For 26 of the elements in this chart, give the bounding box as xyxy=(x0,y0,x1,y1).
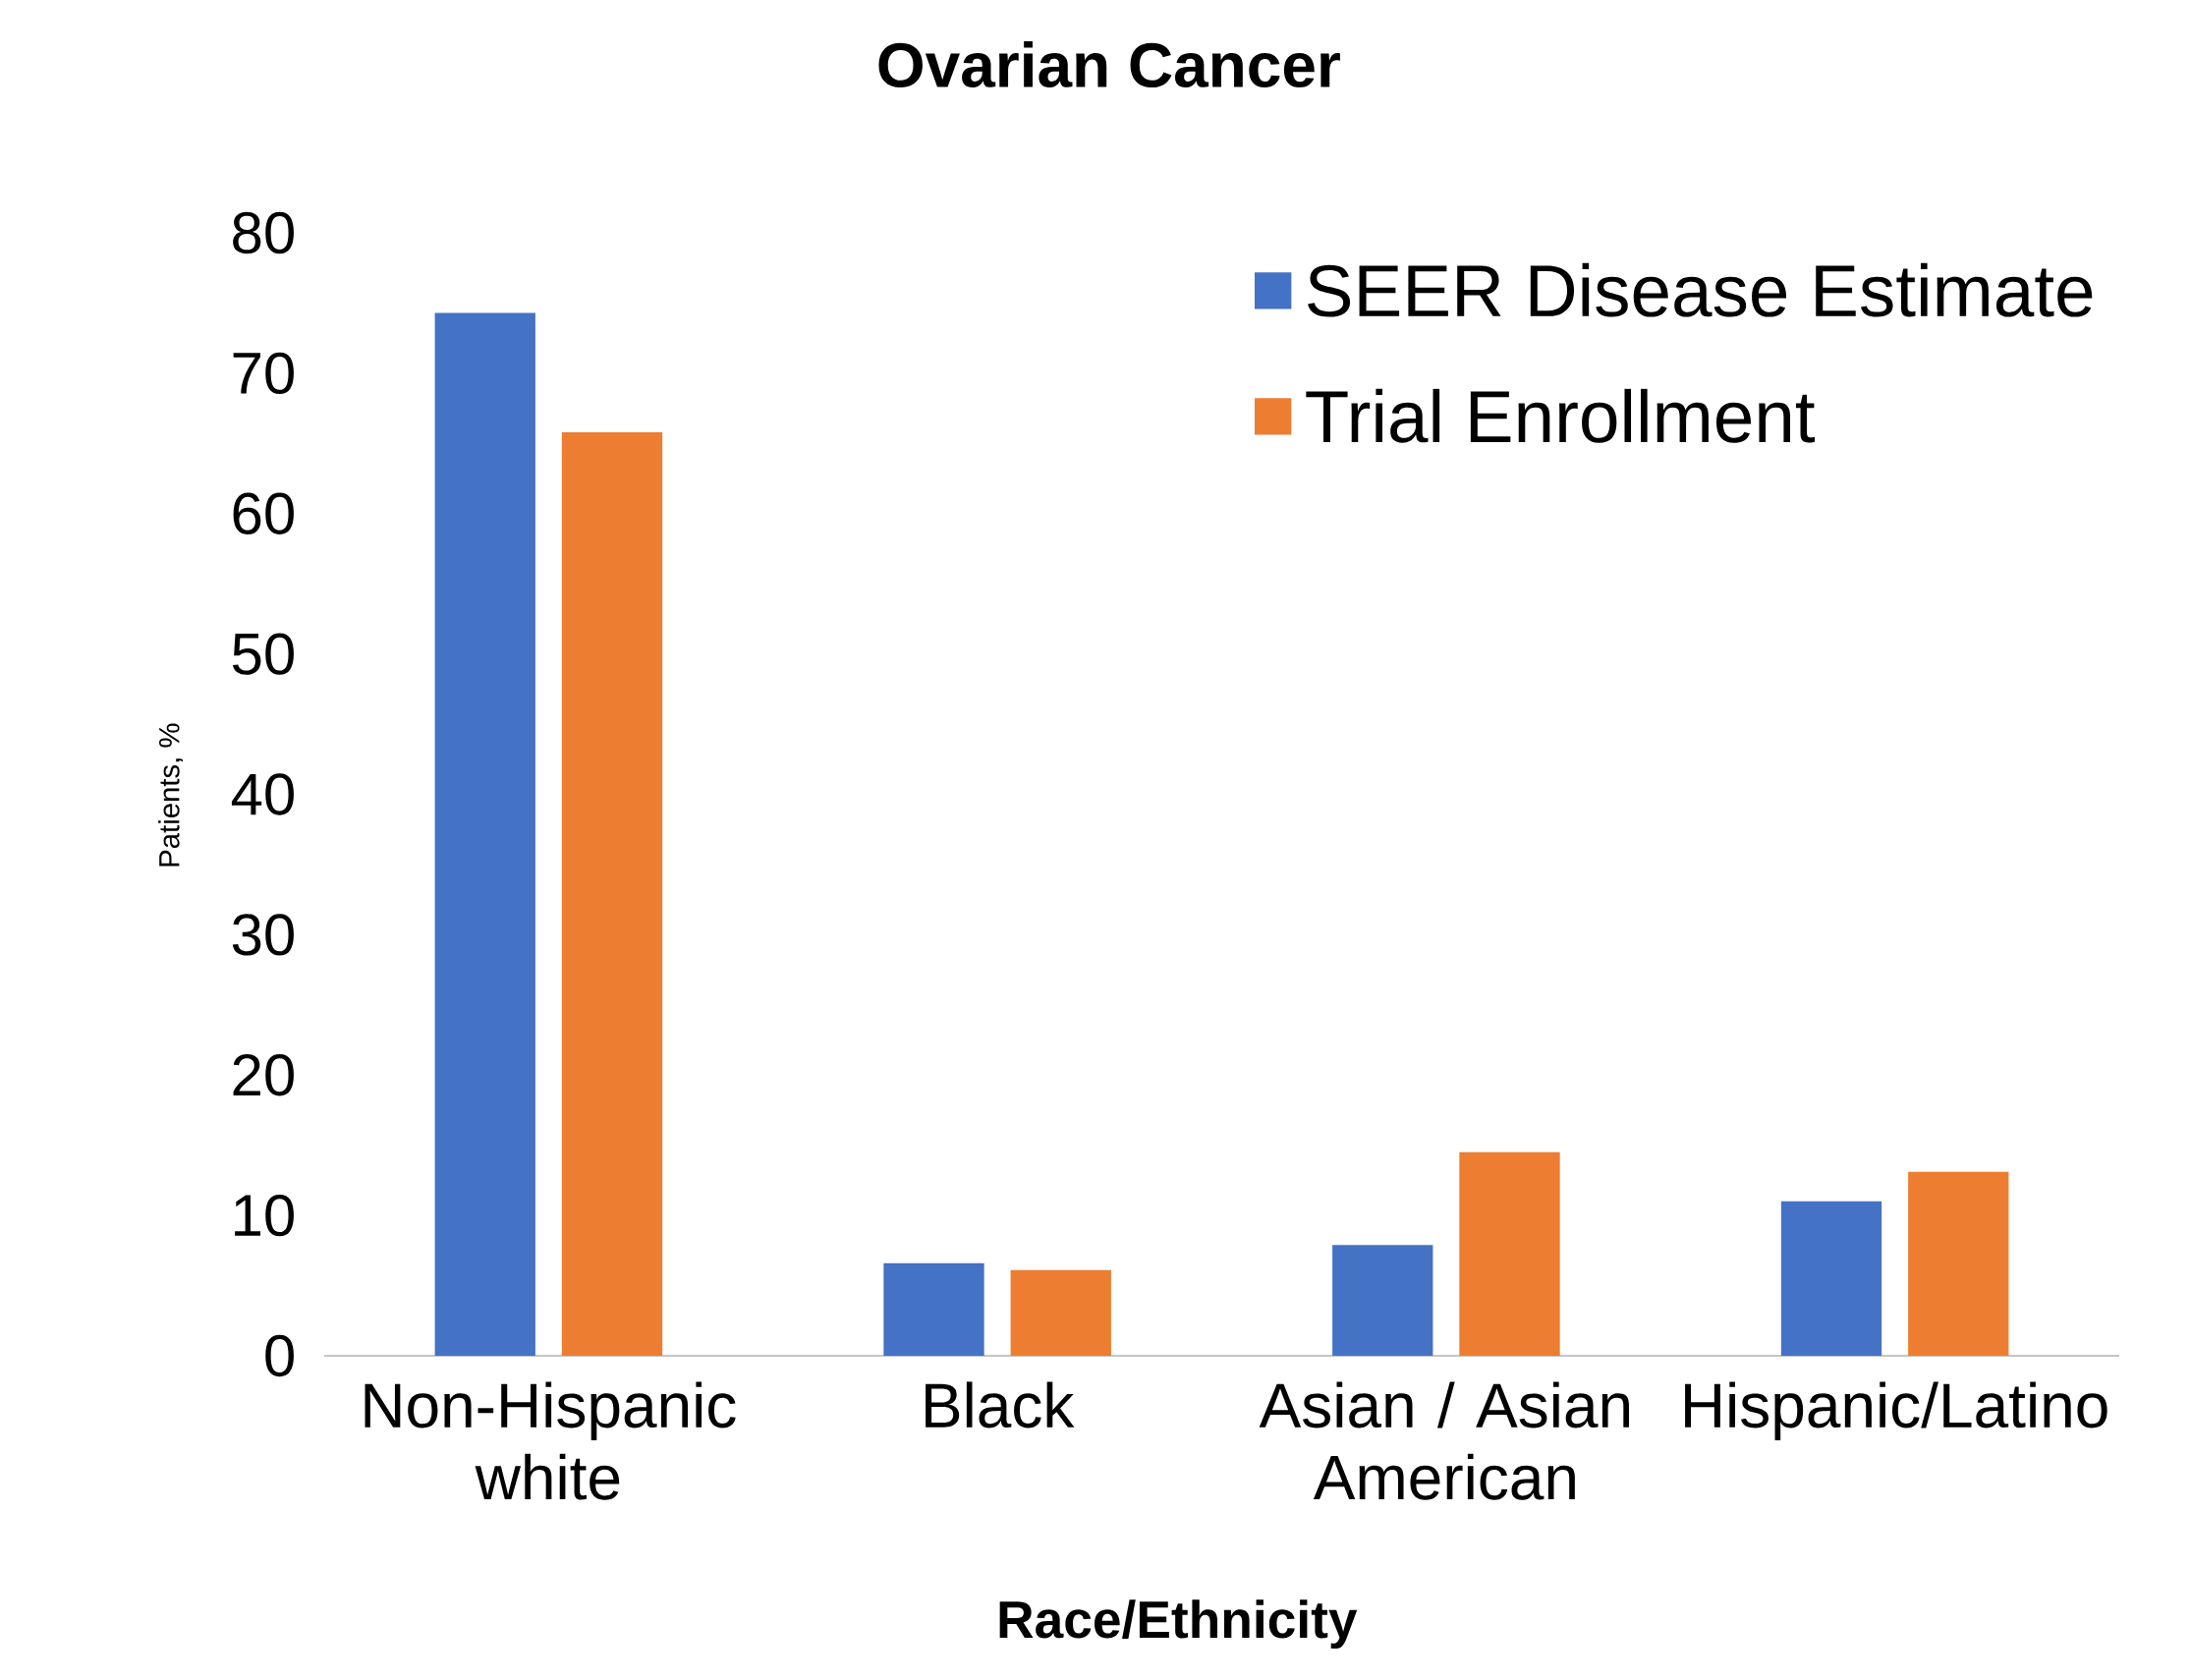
y-tick-label: 0 xyxy=(265,1334,294,1377)
y-tick-label: 10 xyxy=(235,1194,294,1237)
y-tick-label: 50 xyxy=(232,633,294,675)
bar xyxy=(561,431,663,1356)
y-axis-title: Patients, % xyxy=(158,723,184,867)
chart-title: Ovarian Cancer xyxy=(878,41,1340,88)
x-tick-label: Non-Hispanic white xyxy=(365,1381,736,1500)
x-tick-label: Asian / Asian American xyxy=(1259,1381,1629,1500)
bar xyxy=(1908,1171,2009,1356)
bar xyxy=(1332,1245,1433,1356)
bar xyxy=(1010,1269,1111,1356)
legend-label: SEER Disease Estimate xyxy=(1308,262,2093,317)
y-tick-label: 80 xyxy=(233,211,294,254)
y-tick-label: 20 xyxy=(233,1054,294,1096)
y-tick-label: 40 xyxy=(231,773,294,815)
x-tick-label: Black xyxy=(926,1381,1075,1428)
y-tick-label: 60 xyxy=(233,492,294,534)
y-tick-label: 70 xyxy=(233,352,294,395)
y-tick-label: 30 xyxy=(232,914,294,956)
bar xyxy=(883,1262,984,1356)
bar xyxy=(1780,1201,1882,1356)
x-axis-title: Race/Ethnicity xyxy=(999,1599,1358,1650)
bar xyxy=(434,312,535,1356)
x-tick-label: Hispanic/Latino xyxy=(1685,1381,2107,1441)
legend-label: Trial Enrollment xyxy=(1306,388,1816,443)
bar xyxy=(1459,1151,1560,1356)
